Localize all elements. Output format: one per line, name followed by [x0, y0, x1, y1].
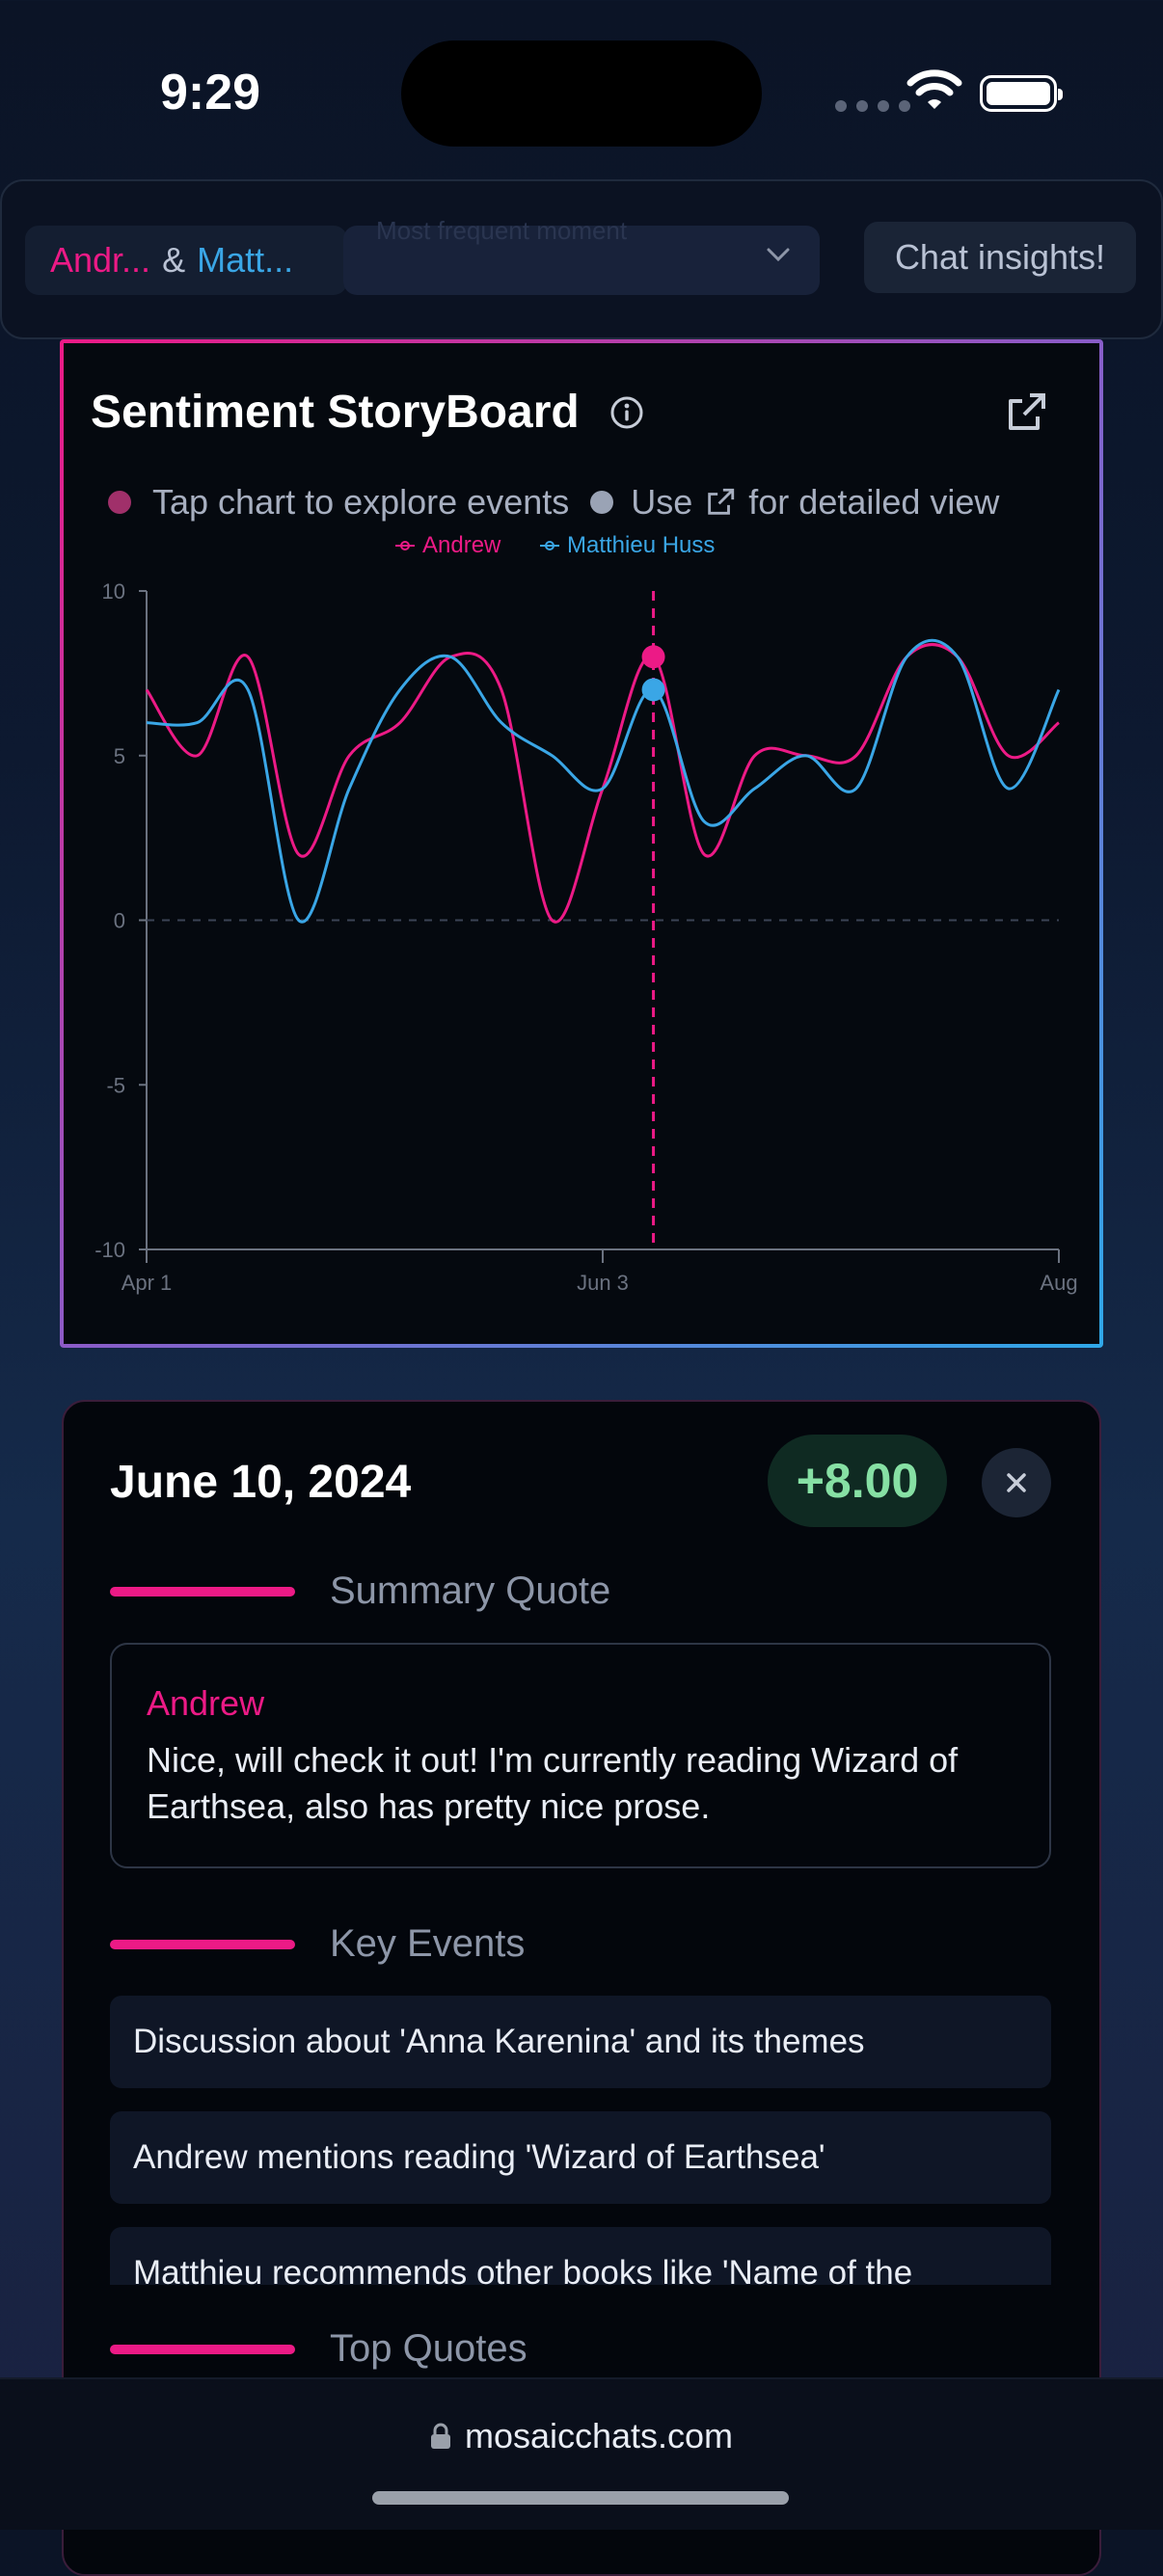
dynamic-island	[401, 40, 762, 147]
cellular-signal-icon	[835, 100, 910, 112]
section-accent-bar	[110, 1587, 295, 1597]
hint-use-text: Use	[631, 482, 693, 522]
key-events-heading: Key Events	[330, 1922, 526, 1965]
hint-dot-icon	[108, 491, 131, 514]
close-button[interactable]	[982, 1448, 1051, 1517]
summary-quote-heading: Summary Quote	[330, 1570, 611, 1612]
section-accent-bar	[110, 2345, 295, 2354]
chevron-down-icon[interactable]	[766, 247, 791, 267]
participant-a-name: Andr...	[50, 240, 151, 280]
quote-text: Nice, will check it out! I'm currently r…	[147, 1740, 959, 1826]
battery-icon	[980, 75, 1063, 112]
legend-marker	[545, 541, 554, 550]
legend-label: Matthieu Huss	[567, 532, 715, 558]
x-tick-label: Apr 1	[122, 1271, 173, 1295]
top-quotes-heading: Top Quotes	[330, 2327, 527, 2370]
sentiment-line-chart[interactable]: 10 5 0 -5 -10 Apr 1 Jun 3 Aug Andrew Matthieu Hus…	[77, 521, 1080, 1311]
y-tick-label: 0	[114, 909, 125, 933]
external-link-icon	[708, 488, 735, 515]
sentiment-storyboard-card	[60, 339, 1103, 1348]
moment-select-value: Most frequent moment	[376, 216, 628, 245]
quote-author: Andrew	[147, 1683, 265, 1723]
y-tick-label: 5	[114, 744, 125, 768]
key-events-list[interactable]: Discussion about 'Anna Karenina' and its…	[110, 1996, 1051, 2285]
url-field[interactable]: mosaicchats.com	[0, 2416, 1163, 2456]
legend-label: Andrew	[422, 532, 501, 558]
section-accent-bar	[110, 1940, 295, 1949]
key-event-item[interactable]: Discussion about 'Anna Karenina' and its…	[110, 1996, 1051, 2088]
wifi-icon	[906, 69, 962, 115]
x-tick-label: Jun 3	[577, 1271, 629, 1295]
close-icon	[1007, 1473, 1026, 1492]
participant-b-name: Matt...	[197, 240, 294, 280]
y-tick-label: -5	[106, 1073, 125, 1097]
lock-icon	[430, 2423, 450, 2449]
url-text: mosaicchats.com	[464, 2416, 734, 2455]
hint-dot-icon	[590, 491, 614, 514]
key-event-item[interactable]: Matthieu recommends other books like 'Na…	[110, 2227, 1051, 2285]
matthieu-selected-point	[641, 678, 665, 702]
hint-detail-text: for detailed view	[748, 482, 1000, 522]
info-icon[interactable]	[609, 395, 644, 435]
legend-marker	[400, 541, 410, 550]
summary-quote-box	[110, 1643, 1051, 1868]
andrew-selected-point	[641, 645, 665, 669]
participant-separator: &	[162, 240, 186, 280]
hint-tap-text: Tap chart to explore events	[152, 482, 570, 522]
participants-selector[interactable]: Andr... & Matt...	[25, 226, 347, 295]
moment-select[interactable]	[343, 226, 820, 295]
series-line-andrew	[145, 643, 1060, 924]
series-line-matthieu	[146, 638, 1061, 924]
storyboard-title: Sentiment StoryBoard	[91, 387, 580, 438]
sentiment-score-badge: +8.00	[768, 1435, 947, 1527]
x-tick-label: Aug	[1040, 1271, 1077, 1295]
y-tick-label: -10	[95, 1238, 125, 1262]
home-indicator[interactable]	[372, 2491, 789, 2505]
event-date: June 10, 2024	[110, 1457, 412, 1508]
external-link-icon[interactable]	[1003, 389, 1049, 441]
chart-hint: Tap chart to explore events Use for deta…	[108, 482, 999, 523]
key-event-item[interactable]: Andrew mentions reading 'Wizard of Earth…	[110, 2111, 1051, 2204]
chat-insights-button[interactable]: Chat insights!	[864, 222, 1136, 293]
status-time: 9:29	[160, 65, 261, 121]
y-tick-label: 10	[102, 579, 125, 604]
